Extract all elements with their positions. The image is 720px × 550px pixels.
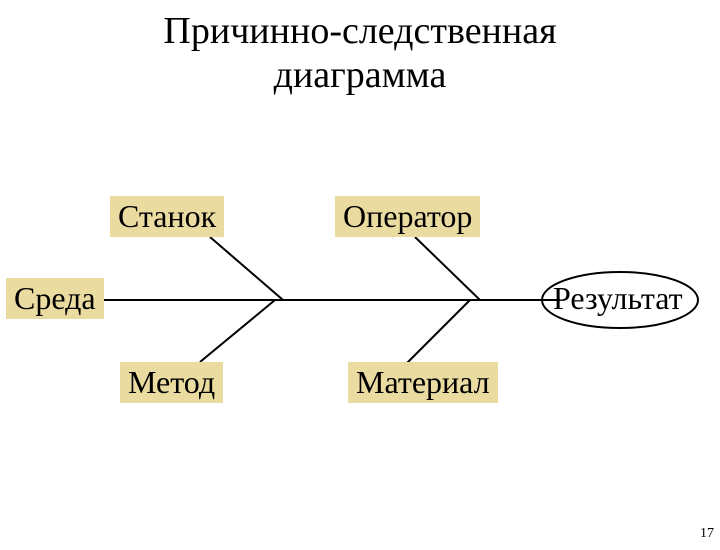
bone-top-2 — [415, 237, 480, 300]
label-head: Результат — [545, 278, 691, 319]
label-bottom2: Материал — [348, 362, 498, 403]
label-top2: Оператор — [335, 196, 480, 237]
label-top1: Станок — [110, 196, 224, 237]
bone-top-1 — [210, 237, 283, 300]
label-bottom1: Метод — [120, 362, 223, 403]
label-spine-tail: Среда — [6, 278, 104, 319]
bone-bottom-1 — [200, 300, 275, 362]
bone-bottom-2 — [405, 300, 470, 365]
